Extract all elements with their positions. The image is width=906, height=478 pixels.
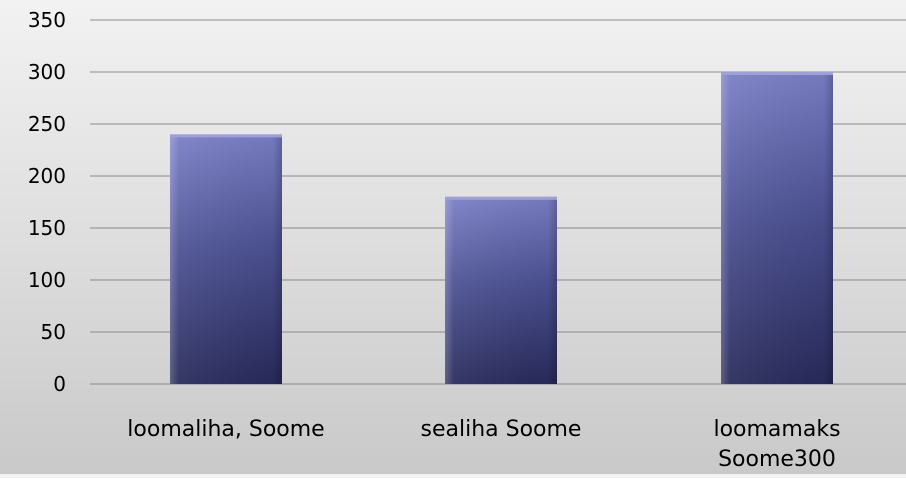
y-tick-label: 0 — [53, 372, 66, 396]
bar-sheen — [170, 134, 282, 384]
y-tick-label: 150 — [28, 216, 66, 240]
bar-3 — [721, 72, 833, 384]
bar-top-edge — [170, 134, 282, 138]
x-category-label-line: loomamaks — [713, 417, 840, 442]
y-tick-label: 200 — [28, 164, 66, 188]
bar-sheen — [445, 196, 557, 384]
x-category-label-line: sealiha Soome — [421, 417, 582, 442]
y-tick-label: 50 — [41, 320, 66, 344]
y-tick-label: 250 — [28, 112, 66, 136]
x-category-label-line: Soome300 — [718, 447, 836, 472]
x-category-label: sealiha Soome — [421, 417, 582, 442]
x-category-label: loomaliha, Soome — [127, 417, 324, 442]
x-category-label-line: loomaliha, Soome — [127, 417, 324, 442]
bars — [170, 72, 833, 384]
bar-2 — [445, 196, 557, 384]
y-tick-label: 100 — [28, 268, 66, 292]
y-tick-label: 300 — [28, 60, 66, 84]
x-axis-category-labels: loomaliha, Soome sealiha Soome loomamaks So… — [127, 417, 840, 472]
y-tick-label: 350 — [28, 8, 66, 32]
x-category-label: loomamaks Soome300 — [713, 417, 840, 472]
bar-top-edge — [445, 196, 557, 200]
bar-1 — [170, 134, 282, 384]
y-axis-tick-labels: 0 50 100 150 200 250 300 350 — [28, 8, 66, 396]
bar-sheen — [721, 72, 833, 384]
bar-top-edge — [721, 72, 833, 75]
